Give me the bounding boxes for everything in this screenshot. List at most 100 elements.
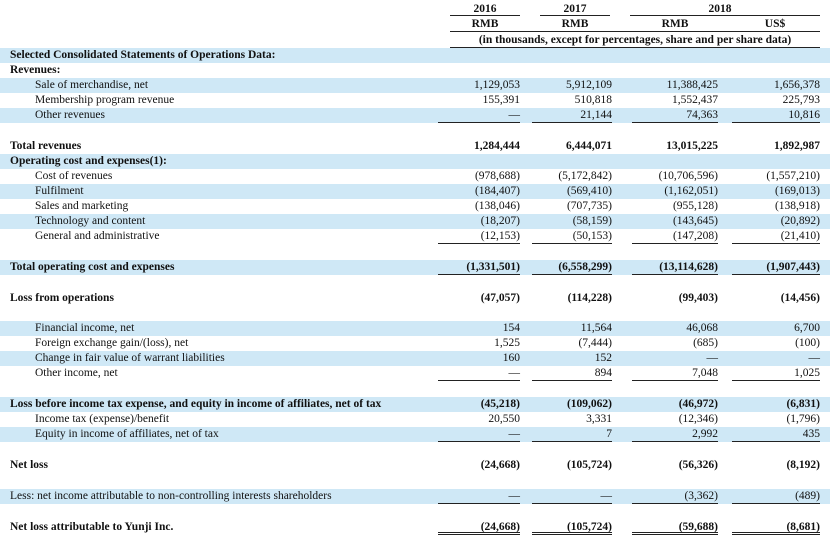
value-cell: 155,391 <box>482 94 520 106</box>
row-label: Revenues: <box>10 64 61 76</box>
table-row: Sale of merchandise, net 1,129,053 5,912,1… <box>0 78 830 93</box>
value-cell: 6,700 <box>794 322 820 334</box>
currency-rmb-2017: RMB <box>561 18 589 30</box>
value-cell: (12,153) <box>438 229 520 244</box>
value-cell: (489) <box>732 489 820 504</box>
table-row: Financial income, net 154 11,564 46,068 6,70… <box>0 321 830 336</box>
value-cell: (147,208) <box>632 229 718 244</box>
table-row: Technology and content (18,207) (58,159) (1… <box>0 214 830 229</box>
value-cell: 154 <box>502 322 520 334</box>
table-row: Foreign exchange gain/(loss), net 1,525 (7… <box>0 336 830 351</box>
value-cell: 894 <box>532 366 612 381</box>
table-row: Total operating cost and expenses (1,331,… <box>0 260 830 275</box>
table-row: Membership program revenue 155,391 510,818… <box>0 93 830 108</box>
value-cell: 160 <box>502 352 520 364</box>
table-row: Change in fair value of warrant liabilit… <box>0 351 830 366</box>
value-cell: (100) <box>795 337 820 349</box>
value-cell: (978,688) <box>474 170 520 182</box>
table-row: Selected Consolidated Statements of Oper… <box>0 48 830 63</box>
row-label: Loss from operations <box>10 292 114 304</box>
value-cell: (18,207) <box>480 215 520 227</box>
header-rule-2016 <box>450 15 520 16</box>
value-cell: (56,326) <box>678 459 718 471</box>
value-cell: 13,015,225 <box>666 140 718 152</box>
value-cell: 1,552,437 <box>672 94 718 106</box>
currency-rmb-2016: RMB <box>471 18 499 30</box>
row-label: Membership program revenue <box>35 94 175 106</box>
table-row: Operating cost and expenses(1): <box>0 154 830 169</box>
value-cell: (109,062) <box>566 398 612 410</box>
value-cell: (45,218) <box>480 398 520 410</box>
currency-rule <box>450 31 820 32</box>
row-label: General and administrative <box>35 230 160 242</box>
table-row: Fulfilment (184,407) (569,410) (1,162,051) (… <box>0 184 830 199</box>
value-cell: (1,907,443) <box>732 260 820 275</box>
currency-usd-2018: US$ <box>764 18 786 30</box>
units-rule <box>450 47 820 48</box>
value-cell: (1,162,051) <box>664 185 718 197</box>
value-cell: — <box>438 427 520 442</box>
value-cell: (47,057) <box>480 292 520 304</box>
row-label: Fulfilment <box>35 185 84 197</box>
table-row: Cost of revenues (978,688) (5,172,842) (10,… <box>0 169 830 184</box>
value-cell: — <box>532 489 612 504</box>
value-cell: 6,444,071 <box>566 140 612 152</box>
row-label: Net loss <box>10 459 49 471</box>
value-cell: (8,681) <box>732 520 820 535</box>
value-cell: (685) <box>693 337 718 349</box>
table-row: Revenues: <box>0 63 830 78</box>
value-cell: 74,363 <box>632 108 718 123</box>
units-note: (in thousands, except for percentages, s… <box>478 34 792 46</box>
row-label: Cost of revenues <box>35 170 113 182</box>
row-label: Operating cost and expenses(1): <box>10 155 167 167</box>
table-row: Sales and marketing (138,046) (707,735) (95… <box>0 199 830 214</box>
header-rule-2017 <box>540 15 610 16</box>
value-cell: (138,046) <box>474 200 520 212</box>
value-cell: 11,388,425 <box>666 79 718 91</box>
row-label: Equity in income of affiliates, net of t… <box>35 428 219 440</box>
value-cell: (12,346) <box>678 413 718 425</box>
value-cell: 3,331 <box>586 413 612 425</box>
value-cell: (6,558,299) <box>532 260 612 275</box>
value-cell: 10,816 <box>732 108 820 123</box>
value-cell: 1,284,444 <box>474 140 520 152</box>
value-cell: (138,918) <box>774 200 820 212</box>
table-row: Loss from operations (47,057) (114,228) (99… <box>0 291 830 306</box>
value-cell: (143,645) <box>672 215 718 227</box>
row-label: Technology and content <box>35 215 146 227</box>
value-cell: — <box>438 108 520 123</box>
value-cell: 1,129,053 <box>474 79 520 91</box>
value-cell: — <box>808 352 821 364</box>
value-cell: (24,668) <box>438 520 520 535</box>
value-cell: 1,525 <box>494 337 520 349</box>
row-label: Selected Consolidated Statements of Oper… <box>10 49 276 61</box>
row-label: Less: net income attributable to non-con… <box>10 490 332 502</box>
value-cell: (10,706,596) <box>658 170 718 182</box>
table-row: Total revenues 1,284,444 6,444,071 13,015,2… <box>0 139 830 154</box>
value-cell: (114,228) <box>567 292 612 304</box>
table-row: Equity in income of affiliates, net of t… <box>0 427 830 442</box>
value-cell: (58,159) <box>572 215 612 227</box>
table-row: Other revenues — 21,144 74,363 10,816 <box>0 108 830 123</box>
value-cell: 46,068 <box>686 322 718 334</box>
row-label: Income tax (expense)/benefit <box>35 413 170 425</box>
table-row: General and administrative (12,153) (50,15… <box>0 229 830 244</box>
value-cell: (169,013) <box>774 185 820 197</box>
value-cell: (1,331,501) <box>438 260 520 275</box>
table-row: Less: net income attributable to non-con… <box>0 489 830 504</box>
value-cell: 1,025 <box>732 366 820 381</box>
year-2018: 2018 <box>708 3 732 15</box>
value-cell: (24,668) <box>480 459 520 471</box>
row-label: Loss before income tax expense, and equi… <box>10 398 382 410</box>
value-cell: (1,557,210) <box>766 170 820 182</box>
year-2017: 2017 <box>563 3 587 15</box>
row-label: Other income, net <box>35 367 118 379</box>
value-cell: (46,972) <box>678 398 718 410</box>
year-2016: 2016 <box>473 3 497 15</box>
value-cell: (99,403) <box>678 292 718 304</box>
value-cell: (6,831) <box>786 398 820 410</box>
value-cell: (13,114,628) <box>632 260 718 275</box>
row-label: Other revenues <box>35 109 105 121</box>
value-cell: 21,144 <box>532 108 612 123</box>
value-cell: 435 <box>732 427 820 442</box>
